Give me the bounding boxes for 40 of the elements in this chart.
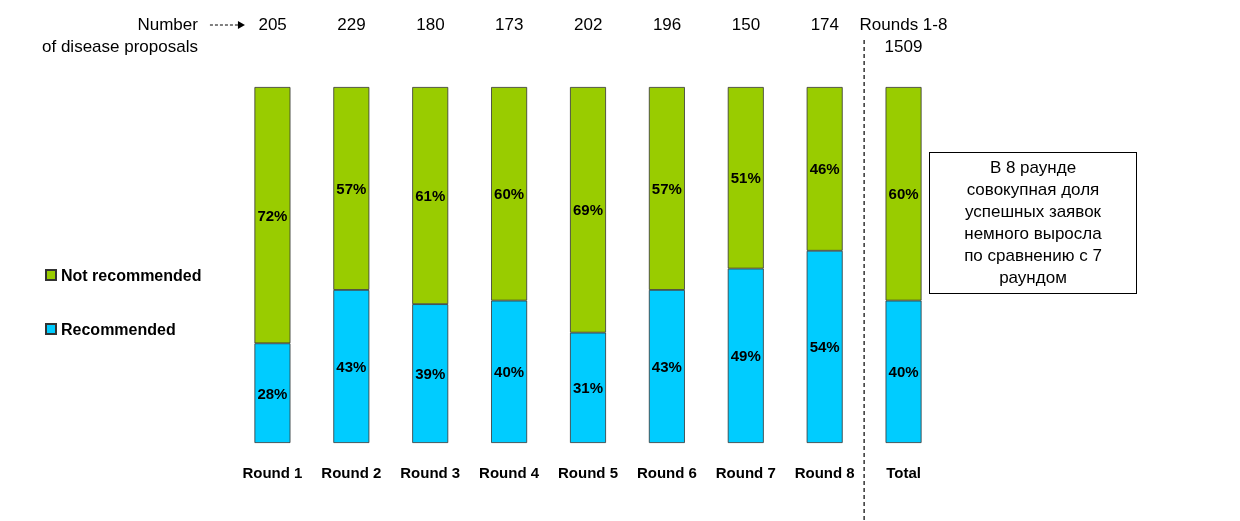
text: Rounds 1-8 1509 [859,14,948,58]
x-tick-label: Round 1 [242,464,303,481]
data-label: 40% [888,363,919,381]
x-tick-label: Round 3 [400,464,461,481]
x-tick-label: Round 6 [636,464,697,481]
x-tick-label: Total [886,464,921,481]
x-tick-label: Round 5 [558,464,618,481]
data-label: 49% [730,347,761,365]
text: 205 [258,14,287,36]
data-label: 39% [415,365,446,383]
data-label: 61% [415,187,446,205]
data-label: 46% [809,160,840,178]
data-label: 28% [257,384,288,402]
data-label: 43% [651,357,682,375]
data-label: 72% [257,206,288,224]
x-tick-label: Round 7 [715,464,776,481]
data-label: 69% [572,201,604,219]
x-tick-label: Round 2 [321,464,382,481]
text: 150 [731,14,761,36]
text: 174 [810,14,840,36]
data-label: 43% [336,357,367,375]
data-label: 40% [494,363,525,381]
x-tick-label: Round 4 [479,464,540,481]
data-label: 60% [494,185,525,203]
data-label: 60% [888,185,919,203]
data-label: 57% [336,179,367,197]
data-label: 31% [572,379,604,397]
text: Number of disease proposals [42,14,198,58]
text: 229 [337,14,366,36]
note-box: В 8 раунде совокупная доля успешных заявок немного выросла по сравнению с 7 раундом [929,152,1137,294]
x-tick-label: Round 8 [794,464,855,481]
data-label: 54% [809,338,840,356]
data-label: 51% [730,169,761,187]
legend-label: Recommended [61,320,176,338]
data-label: 57% [651,179,682,197]
text: 173 [495,14,524,36]
text: 202 [574,14,603,36]
text: 180 [416,14,445,36]
text: 196 [652,14,682,36]
legend-label: Not recommended [61,266,202,284]
